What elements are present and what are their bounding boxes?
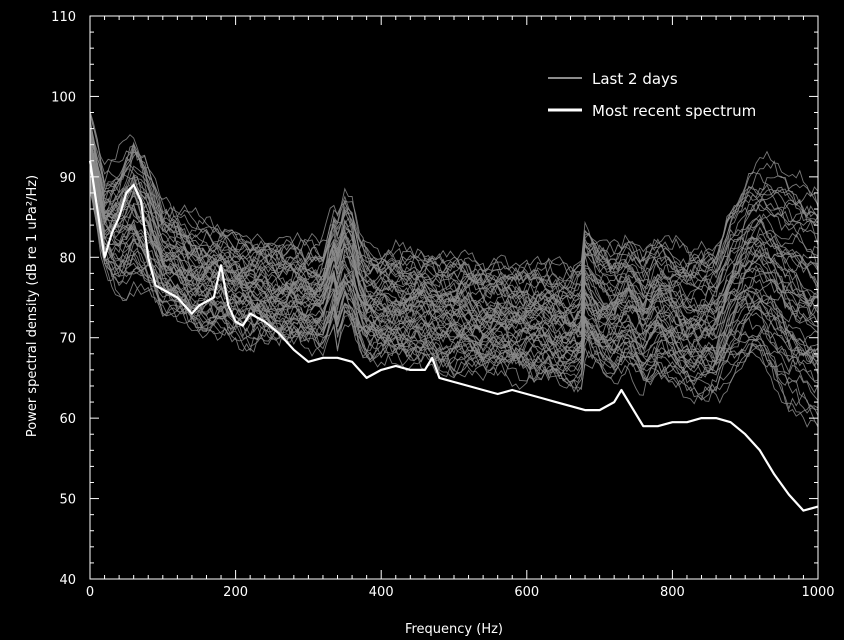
y-axis: 40 50 60 70 80 90 100 110 xyxy=(51,10,818,588)
gray-spectrum-line xyxy=(89,179,819,428)
legend: Last 2 days Most recent spectrum xyxy=(548,70,756,120)
gray-spectrum-line xyxy=(89,141,819,345)
x-tick-label: 1000 xyxy=(801,585,834,600)
gray-spectrum-line xyxy=(89,143,819,343)
gray-spectrum-line xyxy=(89,111,819,300)
gray-spectrum-line xyxy=(89,125,819,301)
x-tick-label: 600 xyxy=(514,585,539,600)
legend-label-last-2-days: Last 2 days xyxy=(592,70,678,88)
y-tick-label: 40 xyxy=(59,573,76,588)
x-axis: 0 200 400 600 800 1000 xyxy=(86,16,835,600)
x-tick-label: 800 xyxy=(660,585,685,600)
gray-spectrum-line xyxy=(89,174,819,410)
x-axis-label: Frequency (Hz) xyxy=(405,622,503,637)
y-tick-label: 60 xyxy=(59,412,76,427)
x-tick-label: 400 xyxy=(369,585,394,600)
gray-spectrum-line xyxy=(89,143,819,321)
y-tick-label: 70 xyxy=(59,332,76,347)
gray-spectrum-line xyxy=(89,116,819,303)
gray-spectrum-line xyxy=(89,179,819,387)
gray-spectrum-line xyxy=(89,146,819,328)
gray-spectrum-line xyxy=(89,143,819,331)
x-tick-label: 0 xyxy=(86,585,94,600)
gray-spectrum-line xyxy=(89,165,819,401)
gray-spectrum-line xyxy=(89,156,819,354)
gray-spectrum-line xyxy=(89,157,819,369)
gray-spectrum-line xyxy=(89,161,819,339)
x-tick-label: 200 xyxy=(223,585,248,600)
series-last-2-days xyxy=(89,110,819,428)
y-tick-label: 90 xyxy=(59,171,76,186)
gray-spectrum-line xyxy=(89,136,819,314)
y-tick-label: 50 xyxy=(59,493,76,508)
gray-spectrum-line xyxy=(89,162,819,373)
y-tick-label: 110 xyxy=(51,10,76,25)
gray-spectrum-line xyxy=(89,119,819,287)
y-tick-label: 80 xyxy=(59,251,76,266)
gray-spectrum-line xyxy=(89,110,819,301)
gray-spectrum-line xyxy=(89,188,819,372)
most-recent-spectrum-line xyxy=(88,160,819,512)
series-most-recent xyxy=(88,160,819,512)
legend-label-most-recent: Most recent spectrum xyxy=(592,102,756,120)
gray-spectrum-line xyxy=(89,132,819,301)
y-axis-label: Power spectral density (dB re 1 uPa²/Hz) xyxy=(25,175,40,437)
gray-spectrum-line xyxy=(89,161,819,371)
y-tick-label: 100 xyxy=(51,90,76,105)
